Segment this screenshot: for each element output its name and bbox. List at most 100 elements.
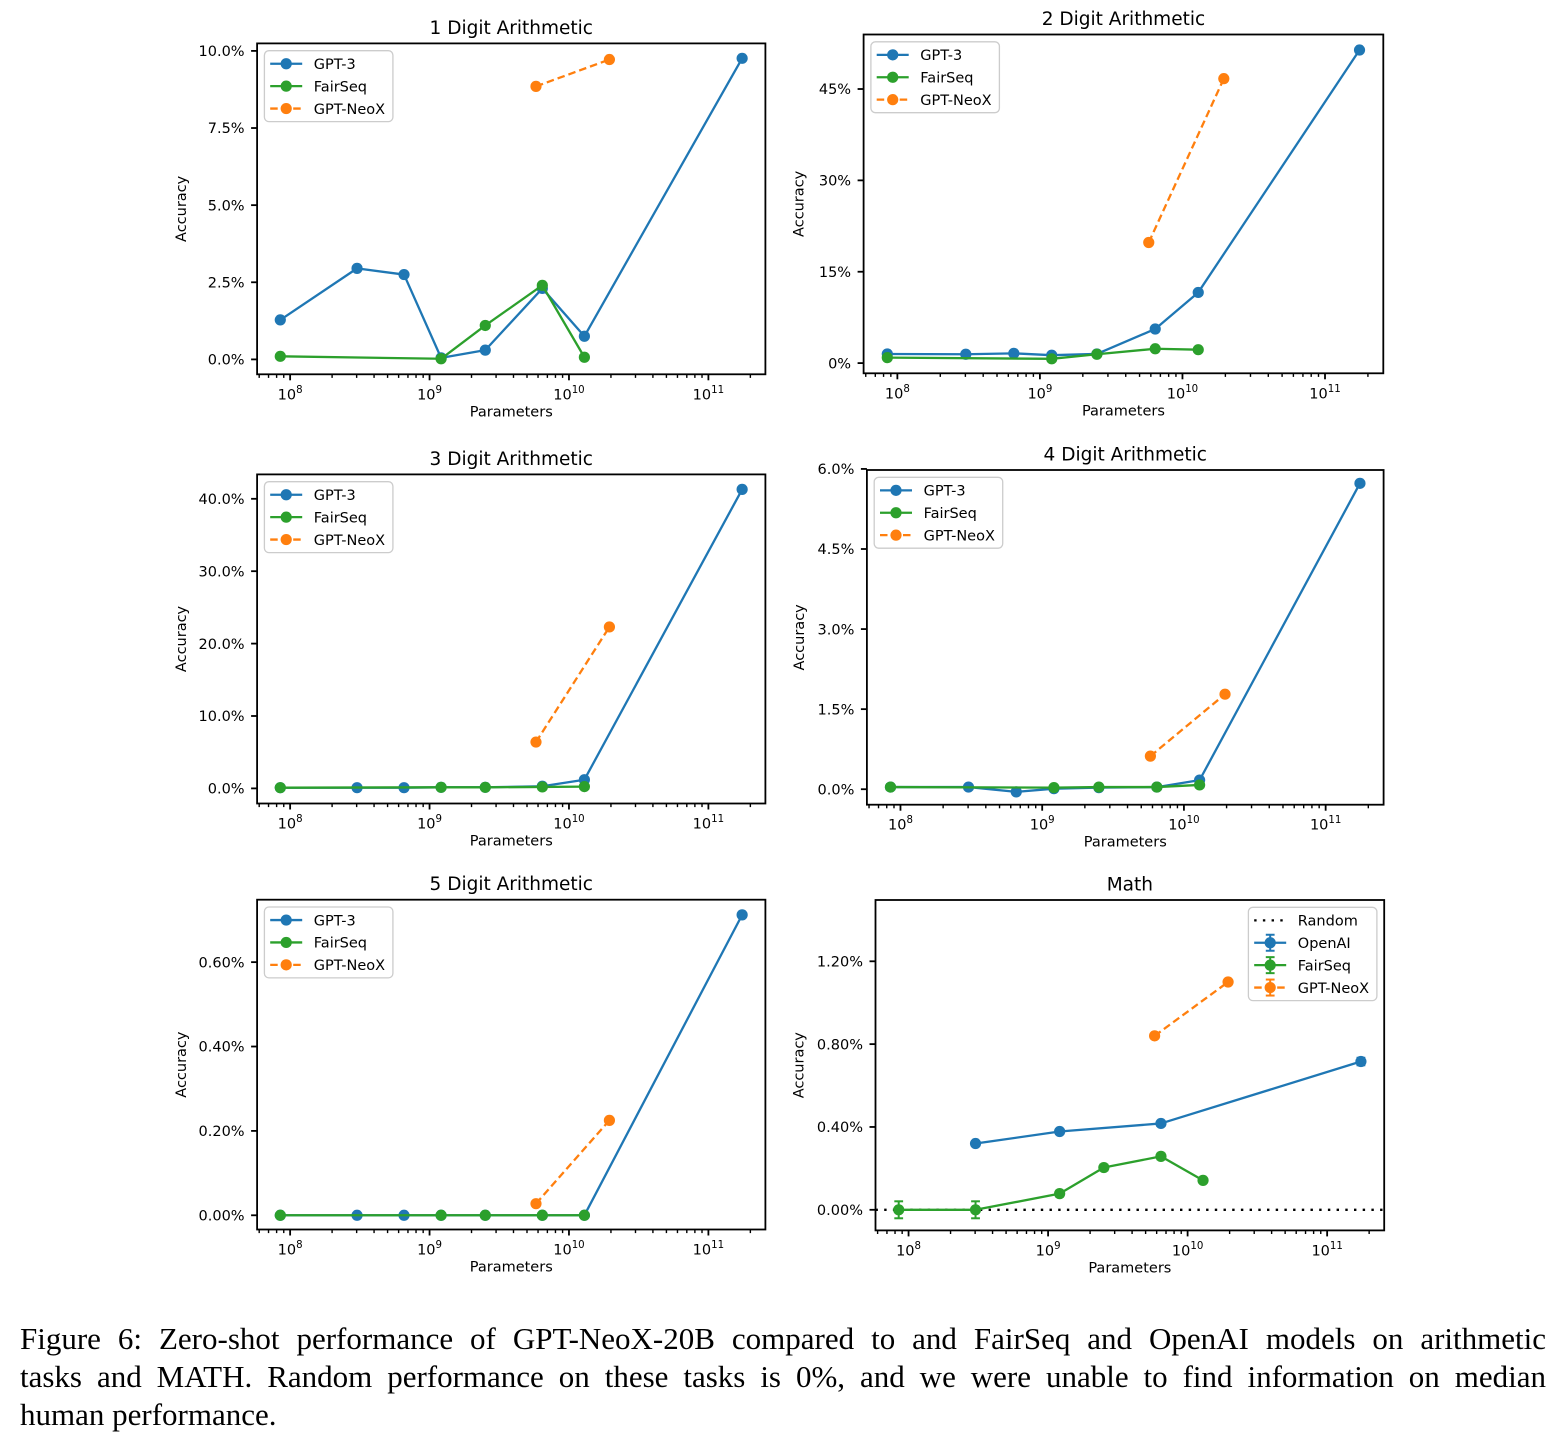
figure-6-charts: 1 Digit Arithmetic 108 109 1010 1011 0.0% 2.5%… — [174, 9, 1386, 1276]
legend: GPT-3 FairSeq GPT-NeoX — [263, 481, 394, 554]
legend-label: FairSeq — [314, 936, 367, 952]
figure-caption: Figure 6: Zero-shot performance of GPT-N… — [20, 1320, 1546, 1434]
y-tick-label: 0.0% — [208, 353, 245, 369]
x-axis: 108 109 1010 1011 — [876, 1230, 1370, 1260]
y-axis: 0.0% 10.0% 20.0% 30.0% 40.0% — [199, 492, 258, 798]
axes-frame — [866, 469, 1385, 806]
series-openai — [969, 1055, 1367, 1150]
y-tick-label: 3.0% — [818, 622, 855, 638]
y-tick-label: 0.20% — [199, 1124, 245, 1140]
y-tick-label: 0% — [828, 356, 851, 372]
series-gpt-neox — [530, 621, 616, 748]
x-tick-label: 108 — [885, 384, 910, 403]
y-tick-label: 4.5% — [818, 542, 855, 558]
x-tick-label: 109 — [417, 1240, 442, 1259]
legend: GPT-3 FairSeq GPT-NeoX — [870, 41, 1001, 114]
x-tick-label: 1010 — [1167, 384, 1198, 403]
series-gpt-neox — [1143, 73, 1230, 249]
legend-label: GPT-3 — [924, 484, 966, 500]
y-tick-label: 10.0% — [199, 709, 245, 725]
x-tick-label: 108 — [278, 385, 303, 404]
y-axis-label: Accuracy — [174, 1031, 190, 1098]
y-axis-label: Accuracy — [792, 604, 808, 671]
y-axis-label: Accuracy — [792, 1032, 808, 1099]
figure-caption-line-2: tasks and MATH. Random performance on th… — [20, 1358, 1546, 1394]
axes-frame — [862, 33, 1385, 375]
legend: Random OpenAI FairSeq GPT-NeoX — [1247, 906, 1378, 1002]
x-axis-label: Parameters — [1082, 403, 1165, 419]
x-tick-label: 1010 — [553, 814, 584, 833]
x-axis: 108 109 1010 1011 — [865, 373, 1369, 403]
legend-box — [870, 41, 1001, 114]
x-tick-label: 1010 — [553, 385, 584, 404]
y-tick-label: 10.0% — [199, 44, 245, 60]
series-gpt-neox — [530, 1114, 616, 1210]
panel-5-digit-arithmetic: 5 Digit Arithmetic 108 109 1010 1011 0.00% 0.2… — [174, 874, 767, 1276]
x-tick-label: 1010 — [553, 1240, 584, 1259]
axes-frame — [256, 898, 767, 1231]
y-tick-label: 1.5% — [818, 702, 855, 718]
panel-1-digit-arithmetic: 1 Digit Arithmetic 108 109 1010 1011 0.0% 2.5%… — [174, 18, 767, 420]
y-tick-label: 30% — [819, 174, 851, 190]
chart-title: 5 Digit Arithmetic — [430, 874, 593, 895]
x-tick-label: 109 — [417, 814, 442, 833]
series-fairseq — [274, 279, 590, 365]
series-gpt-neox — [1144, 688, 1231, 762]
x-axis-label: Parameters — [470, 404, 553, 420]
legend: GPT-3 FairSeq GPT-NeoX — [263, 50, 394, 123]
axes-frame — [256, 42, 767, 376]
x-axis: 108 109 1010 1011 — [258, 1229, 752, 1259]
axes-frame — [874, 899, 1386, 1232]
x-axis: 108 109 1010 1011 — [258, 803, 752, 833]
x-tick-label: 108 — [278, 814, 303, 833]
y-tick-label: 0.00% — [199, 1208, 245, 1224]
x-tick-label: 1011 — [693, 814, 724, 833]
y-tick-label: 30.0% — [199, 564, 245, 580]
x-tick-label: 109 — [1030, 815, 1055, 834]
chart-title: 3 Digit Arithmetic — [430, 449, 593, 470]
x-tick-label: 108 — [896, 1241, 921, 1260]
x-tick-label: 109 — [1027, 384, 1052, 403]
y-tick-label: 15% — [819, 265, 851, 281]
x-tick-label: 109 — [1036, 1241, 1061, 1260]
x-tick-label: 108 — [888, 815, 913, 834]
y-tick-label: 20.0% — [199, 637, 245, 653]
legend-label: GPT-NeoX — [314, 533, 385, 549]
y-axis-label: Accuracy — [174, 175, 190, 242]
legend-label: FairSeq — [924, 506, 977, 522]
x-tick-label: 1010 — [1168, 815, 1199, 834]
figure-caption-line-1: Figure 6: Zero-shot performance of GPT-N… — [20, 1320, 1546, 1356]
y-tick-label: 45% — [819, 82, 851, 98]
y-tick-label: 2.5% — [208, 275, 245, 291]
y-axis: 0% 15% 30% 45% — [819, 82, 864, 372]
x-axis: 108 109 1010 1011 — [868, 804, 1370, 834]
y-tick-label: 40.0% — [199, 492, 245, 508]
legend-label: GPT-3 — [314, 488, 356, 504]
legend-label: GPT-3 — [314, 913, 356, 929]
legend: GPT-3 FairSeq GPT-NeoX — [873, 476, 1004, 549]
legend-box — [873, 476, 1004, 549]
legend: GPT-3 FairSeq GPT-NeoX — [263, 906, 394, 979]
panel-3-digit-arithmetic: 3 Digit Arithmetic 108 109 1010 1011 0.0% 10.0… — [174, 449, 767, 850]
y-tick-label: 0.80% — [817, 1037, 863, 1053]
x-axis-label: Parameters — [1084, 835, 1167, 851]
x-axis-label: Parameters — [470, 834, 553, 850]
x-tick-label: 1010 — [1172, 1241, 1203, 1260]
y-tick-label: 5.0% — [208, 198, 245, 214]
y-axis: 0.00% 0.40% 0.80% 1.20% — [817, 954, 876, 1219]
legend-label: OpenAI — [1298, 936, 1351, 952]
y-tick-label: 7.5% — [208, 121, 245, 137]
legend-box — [263, 50, 394, 123]
series-gpt-neox — [1149, 976, 1234, 1042]
panel-4-digit-arithmetic: 4 Digit Arithmetic 108 109 1010 1011 0.0% 1.5%… — [792, 445, 1385, 851]
chart-title: 1 Digit Arithmetic — [430, 18, 593, 39]
x-tick-label: 1011 — [1311, 1241, 1342, 1260]
axes-frame — [256, 473, 767, 805]
x-tick-label: 1011 — [1309, 384, 1340, 403]
legend-label: FairSeq — [314, 510, 367, 526]
y-axis-label: Accuracy — [174, 605, 190, 672]
legend-box — [1247, 906, 1378, 1002]
legend-label: FairSeq — [314, 79, 367, 95]
series-fairseq — [881, 343, 1204, 365]
